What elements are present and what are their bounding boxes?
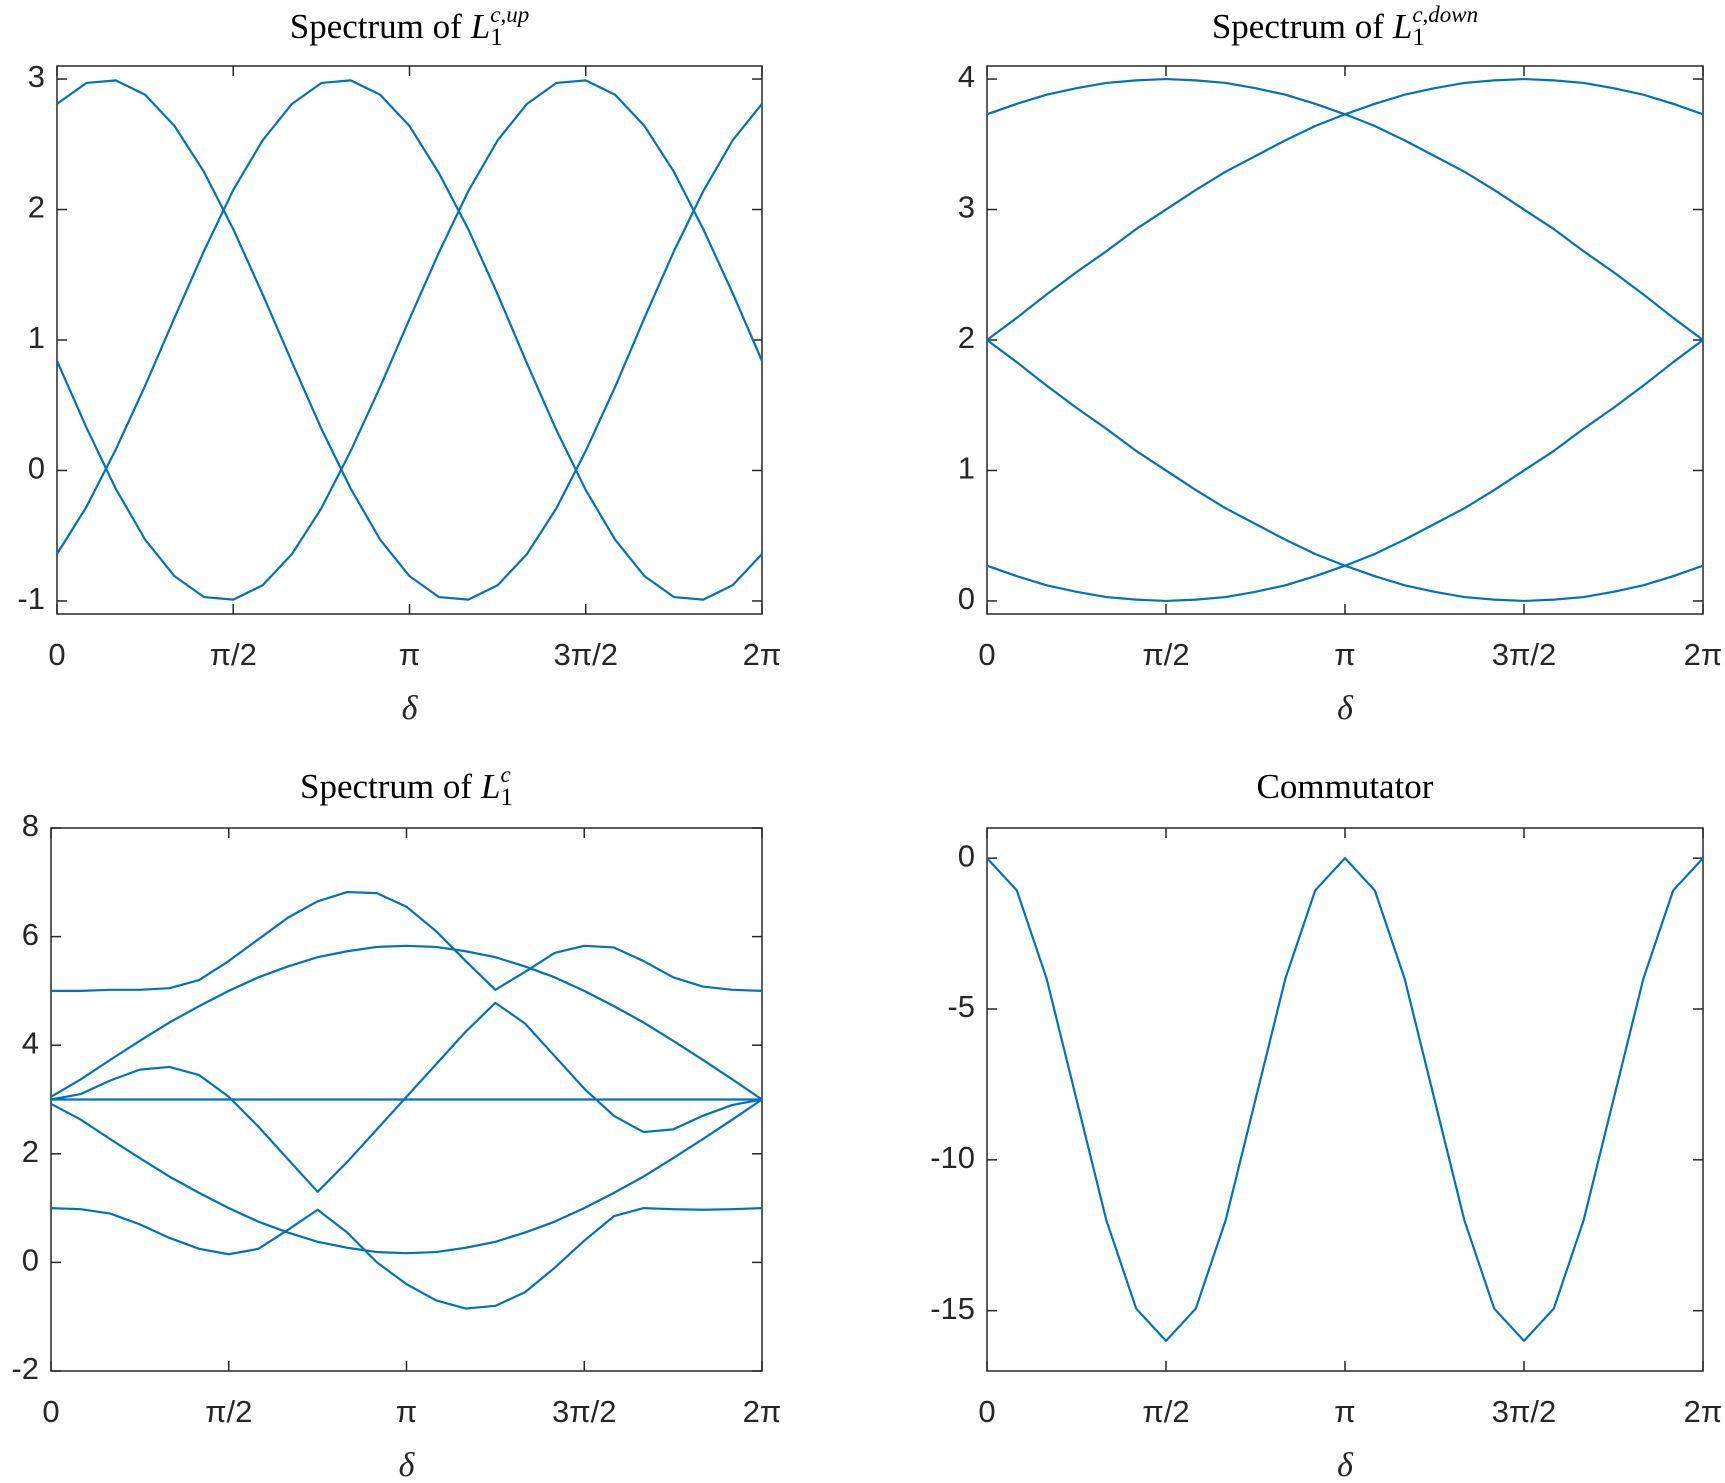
title-symbol: L — [1392, 7, 1412, 46]
data-line — [56, 79, 763, 601]
y-tick-label: 2 — [22, 1134, 39, 1169]
x-tick-label: π — [399, 637, 420, 672]
y-tick-label: 1 — [958, 451, 975, 486]
title-subscript: 1 — [1412, 24, 1425, 51]
x-tick-label: 3π/2 — [554, 637, 618, 672]
x-tick-label: 3π/2 — [1492, 637, 1556, 672]
title-subscript: 1 — [501, 784, 514, 811]
title-symbol: L — [480, 767, 500, 806]
x-tick-label: 0 — [978, 637, 995, 672]
y-tick-label: 8 — [22, 808, 39, 843]
x-tick-label: 0 — [48, 637, 65, 672]
y-tick-label: -5 — [947, 989, 975, 1024]
y-tick-label: -10 — [930, 1140, 975, 1175]
x-tick-label: 0 — [978, 1394, 995, 1429]
title-text: Spectrum of — [300, 767, 472, 806]
y-tick-label: -1 — [17, 581, 45, 616]
y-tick-label: 2 — [28, 190, 45, 225]
x-tick-label: π/2 — [205, 1394, 252, 1429]
x-axis-label: δ — [1337, 1447, 1354, 1483]
y-tick-label: 1 — [28, 320, 45, 355]
y-tick-label: 0 — [22, 1243, 39, 1278]
data-line — [986, 857, 1704, 1342]
y-tick-label: -15 — [930, 1291, 975, 1326]
y-tick-label: 2 — [958, 320, 975, 355]
x-tick-label: π/2 — [1142, 1394, 1189, 1429]
y-tick-label: 6 — [22, 917, 39, 952]
x-tick-label: π/2 — [1142, 637, 1189, 672]
title-text: Spectrum of — [290, 7, 462, 46]
subplot-title: Spectrum of L1c — [300, 762, 513, 810]
y-tick-label: 3 — [28, 59, 45, 94]
x-tick-label: 2π — [743, 1394, 782, 1429]
title-superscript: c — [501, 762, 511, 787]
data-line — [50, 944, 763, 1101]
x-tick-label: 3π/2 — [1492, 1394, 1556, 1429]
x-tick-label: 2π — [1684, 1394, 1723, 1429]
axes-box — [56, 65, 763, 615]
y-tick-label: 0 — [958, 581, 975, 616]
axes-box — [986, 65, 1704, 615]
y-tick-label: 0 — [958, 838, 975, 873]
title-superscript: c,down — [1412, 2, 1478, 27]
y-tick-label: 4 — [958, 59, 975, 94]
title-text: Spectrum of — [1212, 7, 1384, 46]
x-tick-label: π — [396, 1394, 417, 1429]
x-tick-label: 3π/2 — [552, 1394, 616, 1429]
x-axis-label: δ — [402, 690, 419, 727]
title-subscript: 1 — [490, 24, 503, 51]
y-tick-label: -2 — [11, 1351, 39, 1386]
data-line — [51, 890, 763, 992]
x-tick-label: 2π — [743, 637, 782, 672]
data-line — [986, 77, 1704, 341]
title-superscript: c,up — [490, 2, 529, 27]
x-tick-label: 2π — [1684, 637, 1723, 672]
x-axis-label: δ — [1337, 690, 1354, 727]
data-line — [50, 1098, 763, 1255]
data-line — [50, 1001, 763, 1193]
data-line — [55, 79, 764, 601]
y-tick-label: 0 — [28, 451, 45, 486]
y-tick-label: 3 — [958, 190, 975, 225]
subplot-title: Commutator — [1257, 767, 1434, 806]
y-tick-label: 4 — [22, 1025, 39, 1060]
subplot: Commutator 0 π/2 π 3π/2 2π -15 -10 -5 0 δ — [930, 767, 1722, 1483]
axes-box — [986, 827, 1704, 1372]
subplot-title: Spectrum of L1c,down — [1212, 2, 1478, 50]
x-axis-label: δ — [399, 1447, 416, 1483]
data-line — [986, 339, 1704, 603]
x-tick-label: π — [1334, 1394, 1355, 1429]
subplot-title: Spectrum of L1c,up — [290, 2, 529, 50]
data-line — [986, 77, 1704, 341]
data-line — [50, 1207, 763, 1310]
x-tick-label: π/2 — [210, 637, 257, 672]
data-line — [986, 339, 1704, 603]
title-symbol: L — [470, 7, 490, 46]
data-line — [56, 79, 763, 601]
x-tick-label: π — [1334, 637, 1355, 672]
title-text: Commutator — [1257, 767, 1434, 806]
x-tick-label: 0 — [42, 1394, 59, 1429]
